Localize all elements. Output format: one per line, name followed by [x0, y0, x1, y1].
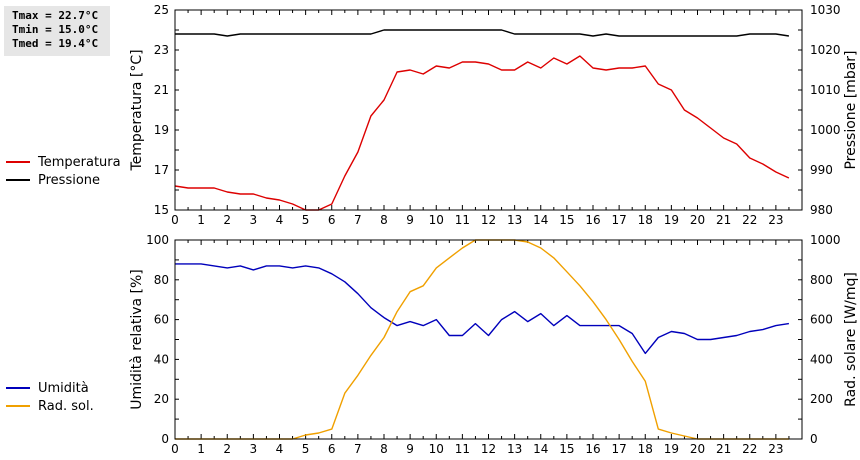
panel-1-x-tick-label: 10 — [429, 213, 444, 227]
panel-2-y2-tick-label: 800 — [810, 273, 833, 287]
panel-1-legend-label: Pressione — [38, 173, 100, 188]
panel-1-x-tick-label: 6 — [328, 213, 336, 227]
panel-1-y-tick-label: 15 — [154, 203, 169, 217]
panel-1-y-tick-label: 21 — [154, 83, 169, 97]
panel-1-x-tick-label: 4 — [276, 213, 284, 227]
panel-2-y2-tick-label: 0 — [810, 432, 818, 446]
panel-2-plot-frame — [174, 239, 803, 440]
panel-1-x-tick-label: 17 — [611, 213, 626, 227]
panel-1-x-tick-label: 11 — [455, 213, 470, 227]
panel-1-y2-tick-label: 1030 — [810, 3, 841, 17]
panel-2-x-tick-label: 2 — [223, 442, 231, 456]
panel-2-x-tick-label: 7 — [354, 442, 362, 456]
panel-2-y-tick-label: 40 — [154, 352, 169, 366]
stats-box: Tmax = 22.7°C Tmin = 15.0°C Tmed = 19.4°… — [4, 6, 110, 56]
stat-tmax: Tmax = 22.7°C — [12, 9, 99, 22]
panel-1-x-tick-label: 13 — [507, 213, 522, 227]
panel-2-y-axis-title: Umidità relativa [%] — [129, 269, 145, 410]
panel-2-x-tick-label: 23 — [768, 442, 783, 456]
panel-1-x-tick-label: 20 — [690, 213, 705, 227]
panel-2-legend-label: Rad. sol. — [38, 399, 94, 414]
panel-1-plot-frame — [174, 9, 803, 211]
panel-1-x-tick-label: 9 — [406, 213, 414, 227]
panel-2-y-tick-label: 60 — [154, 313, 169, 327]
panel-1-y2-tick-label: 1000 — [810, 123, 841, 137]
panel-2-y2-tick-label: 1000 — [810, 233, 841, 247]
panel-1-x-tick-label: 23 — [768, 213, 783, 227]
panel-1-series-pressione-line — [175, 29, 790, 37]
panel-2-y2-tick-label: 200 — [810, 392, 833, 406]
panel-1-x-tick-label: 15 — [559, 213, 574, 227]
stat-tmed: Tmed = 19.4°C — [12, 37, 99, 50]
stat-tmin: Tmin = 15.0°C — [12, 23, 99, 36]
panel-1-x-tick-label: 19 — [664, 213, 679, 227]
panel-2-x-tick-label: 17 — [611, 442, 626, 456]
panel-2-x-tick-label: 9 — [406, 442, 414, 456]
panel-1-y-tick-label: 19 — [154, 123, 169, 137]
panel-2-x-tick-label: 6 — [328, 442, 336, 456]
panel-1-x-tick-label: 12 — [481, 213, 496, 227]
panel-2-x-tick-label: 11 — [455, 442, 470, 456]
panel-1-y-tick-label: 25 — [154, 3, 169, 17]
panel-1-x-tick-label: 3 — [250, 213, 258, 227]
panel-2-x-tick-label: 1 — [197, 442, 205, 456]
panel-2-x-tick-label: 19 — [664, 442, 679, 456]
panel-2-y-tick-label: 100 — [146, 233, 169, 247]
panel-1-y2-tick-label: 990 — [810, 163, 833, 177]
panel-2-x-tick-label: 18 — [638, 442, 653, 456]
panel-2-y2-tick-label: 400 — [810, 352, 833, 366]
panel-2-x-tick-label: 20 — [690, 442, 705, 456]
panel-2-legend-label: Umidità — [38, 381, 89, 396]
panel-2-y2-axis-title: Rad. solare [W/mq] — [843, 272, 859, 407]
panel-1-y2-tick-label: 980 — [810, 203, 833, 217]
panel-1-x-tick-label: 21 — [716, 213, 731, 227]
panel-2-x-tick-label: 4 — [276, 442, 284, 456]
panel-2-x-tick-label: 12 — [481, 442, 496, 456]
panel-2-x-tick-label: 22 — [742, 442, 757, 456]
panel-1-x-tick-label: 7 — [354, 213, 362, 227]
panel-2-series-rad-sol-line — [175, 239, 789, 440]
panel-1-y2-axis-title: Pressione [mbar] — [843, 50, 859, 169]
panel-2-x-tick-label: 10 — [429, 442, 444, 456]
panel-2-x-tick-label: 0 — [171, 442, 179, 456]
panel-1-x-tick-label: 14 — [533, 213, 548, 227]
panel-1-y2-tick-label: 1020 — [810, 43, 841, 57]
panel-2-series-umidit-line — [175, 263, 790, 355]
panel-2-x-tick-label: 5 — [302, 442, 310, 456]
panel-1-x-tick-label: 1 — [197, 213, 205, 227]
panel-1-x-tick-label: 2 — [223, 213, 231, 227]
panel-1-series-temperatura-line — [174, 55, 790, 211]
panel-1-x-tick-label: 5 — [302, 213, 310, 227]
panel-2-x-tick-label: 3 — [250, 442, 258, 456]
panel-1-x-tick-label: 0 — [171, 213, 179, 227]
panel-1-y-tick-label: 23 — [154, 43, 169, 57]
panel-1-y-axis-title: Temperatura [°C] — [129, 49, 145, 171]
panel-2-x-tick-label: 14 — [533, 442, 548, 456]
panel-1-x-tick-label: 8 — [380, 213, 388, 227]
panel-2-y-tick-label: 0 — [161, 432, 169, 446]
panel-1-x-tick-label: 22 — [742, 213, 757, 227]
panel-2-x-tick-label: 16 — [585, 442, 600, 456]
panel-1-x-tick-label: 18 — [638, 213, 653, 227]
panel-2-y-tick-label: 20 — [154, 392, 169, 406]
panel-2-x-tick-label: 15 — [559, 442, 574, 456]
panel-2-x-tick-label: 21 — [716, 442, 731, 456]
panel-1-y2-tick-label: 1010 — [810, 83, 841, 97]
panel-1-x-tick-label: 16 — [585, 213, 600, 227]
panel-2-y-tick-label: 80 — [154, 273, 169, 287]
panel-1-y-tick-label: 17 — [154, 163, 169, 177]
panel-1-legend-label: Temperatura — [37, 155, 121, 170]
panel-2-y2-tick-label: 600 — [810, 313, 833, 327]
panel-2-x-tick-label: 8 — [380, 442, 388, 456]
panel-2-x-tick-label: 13 — [507, 442, 522, 456]
